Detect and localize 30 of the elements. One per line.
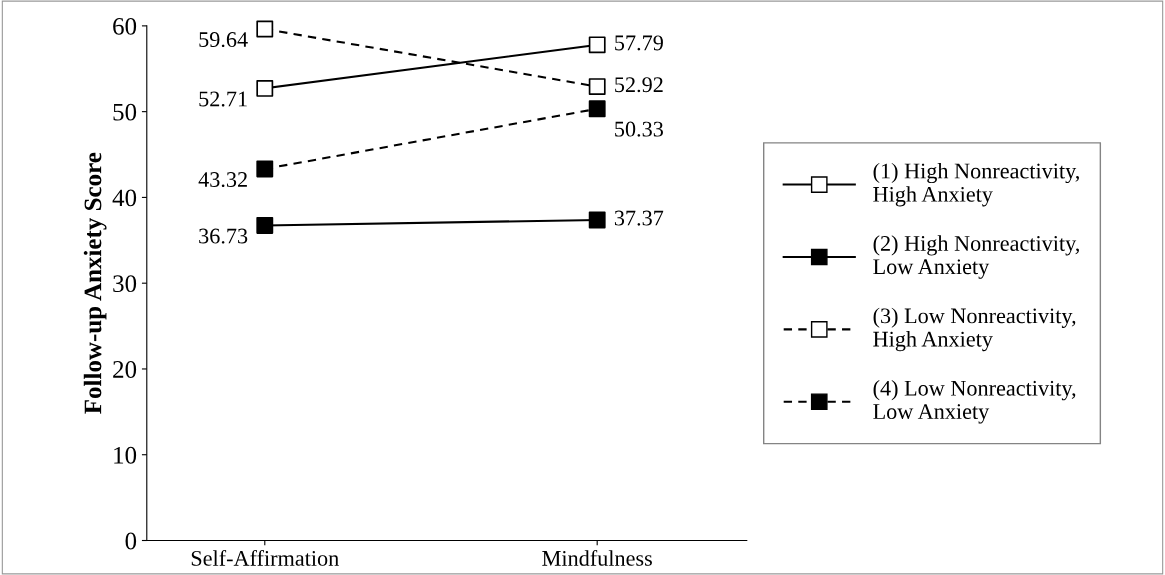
data-label: 43.32: [198, 172, 247, 188]
y-tick-label: 30: [113, 275, 137, 293]
data-label: 36.73: [199, 228, 248, 244]
data-label: 57.79: [615, 35, 663, 51]
data-label: 37.37: [614, 210, 664, 226]
x-tick-label: Self-Affirmation: [191, 550, 339, 566]
point: [588, 211, 606, 229]
point: [256, 160, 274, 178]
point: [588, 78, 606, 96]
legend-label: (4) Low Nonreactivity, Low Anxiety: [873, 380, 1076, 424]
point: [588, 36, 606, 54]
point: [256, 20, 274, 38]
data-label: 52.71: [199, 91, 247, 107]
y-tick-label: 10: [114, 446, 137, 464]
point: [256, 217, 274, 234]
y-tick-label: 50: [113, 103, 137, 121]
point: [588, 100, 606, 118]
y-axis-title: Follow-up Anxiety Score: [83, 152, 107, 414]
legend-label: (1) High Nonreactivity, High Anxiety: [873, 162, 1079, 207]
y-tick-label: 0: [125, 532, 137, 550]
x-tick-label: Mindfulness: [542, 550, 652, 566]
y-tick-label: 40: [112, 189, 137, 207]
y-tick-label: 60: [113, 17, 137, 35]
legend-label: (3) Low Nonreactivity, High Anxiety: [873, 307, 1076, 352]
data-label: 50.33: [615, 121, 663, 137]
data-label: 52.92: [615, 77, 663, 93]
y-tick-label: 20: [113, 361, 137, 378]
legend-label: (2) High Nonreactivity, Low Anxiety: [873, 235, 1079, 279]
data-label: 59.64: [199, 32, 248, 48]
point: [256, 79, 274, 97]
